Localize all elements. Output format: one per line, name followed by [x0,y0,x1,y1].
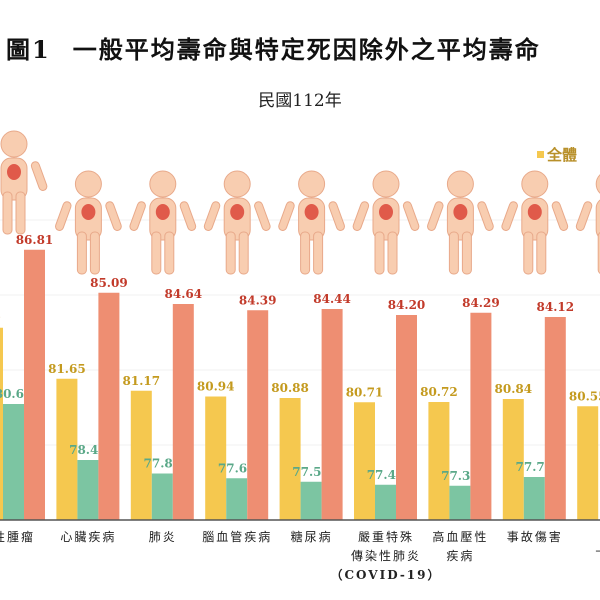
human-body-icon [427,170,494,275]
legend-label: 全體 [547,146,578,164]
bar-total [205,396,227,520]
category-label: 心臟疾病 [60,529,116,544]
bar-series3 [172,304,194,520]
category-label: 傳染性肺炎 [351,548,421,563]
bar-series2 [151,473,173,520]
legend-item-total: 全體 [537,144,577,165]
value-label: 80.94 [197,380,235,394]
value-label: 78.40 [69,443,107,457]
value-label: 80.84 [495,382,533,396]
bar-series2 [449,485,471,520]
value-label: 77.86 [144,457,182,471]
human-body-icon [501,170,569,275]
bar-series2 [226,478,248,520]
human-body-icon [278,170,345,275]
bar-series3 [544,317,566,520]
value-label: 86.81 [16,233,54,247]
value-label: 77.72 [516,460,554,474]
category-label: 疾病 [446,548,474,563]
value-label: 84.20 [388,298,426,312]
chart-subtitle: 民國112年 [258,91,342,111]
bar-total [577,406,599,520]
category-label: 下呼 [595,549,600,563]
value-label: 84.29 [462,296,500,310]
value-label: 84.12 [537,300,575,314]
bar-total [0,327,3,520]
value-label: 84.44 [313,292,351,306]
title-text: 一般平均壽命與特定死因除外之平均壽命 [72,35,541,64]
bar-series2 [523,477,545,520]
bar-total [56,378,78,520]
value-label: 84.64 [165,287,203,301]
value-label: 80.71 [346,385,384,399]
value-label: 81.17 [123,374,161,388]
bar-series3 [247,310,269,520]
bar-series3 [24,249,45,520]
category-label: 性腫瘤 [0,529,35,544]
bar-total [502,399,524,520]
human-body-icon [352,170,420,275]
human-body-icon [575,174,600,274]
bar-series2 [300,481,322,520]
value-label: 77.67 [218,461,256,475]
legend-swatch [537,151,544,158]
bar-total [354,402,375,520]
value-label: 77.37 [441,469,479,483]
bar-series3 [321,309,343,520]
value-label: 77.53 [292,465,330,479]
figure-number: 圖1 [6,35,51,64]
bar-series3 [470,312,492,520]
bar-series2 [3,404,24,520]
category-label: 腦血管疾病 [202,529,272,544]
category-label: 事故傷害 [507,529,563,544]
bar-total [279,398,301,520]
value-label: 69 [0,311,1,325]
value-label: 80.88 [271,381,309,395]
human-body-icon [203,170,271,275]
category-label: 高血壓性 [432,529,488,544]
value-label: 80.72 [420,385,458,399]
human-body-icon [0,130,48,235]
bar-series2 [77,460,99,520]
category-label: （COVID-19） [330,567,441,582]
human-body-icon [129,170,197,275]
category-label: 嚴重特殊 [358,529,414,544]
chart-title: 圖1 一般平均壽命與特定死因除外之平均壽命 [0,30,600,65]
bar-series2 [375,484,396,520]
human-body-icon [55,170,122,275]
value-label: 84.39 [239,293,277,307]
bar-total [428,402,450,520]
category-label: 糖尿病 [291,529,333,544]
value-label: 77.41 [367,468,405,482]
category-label: 肺炎 [149,530,177,544]
bar-total [130,390,152,520]
value-label: 85.09 [90,276,128,290]
value-label: 80.55 [569,389,600,403]
value-label: 81.65 [48,362,86,376]
bar-series3 [98,292,120,520]
bar-series3 [396,315,417,520]
